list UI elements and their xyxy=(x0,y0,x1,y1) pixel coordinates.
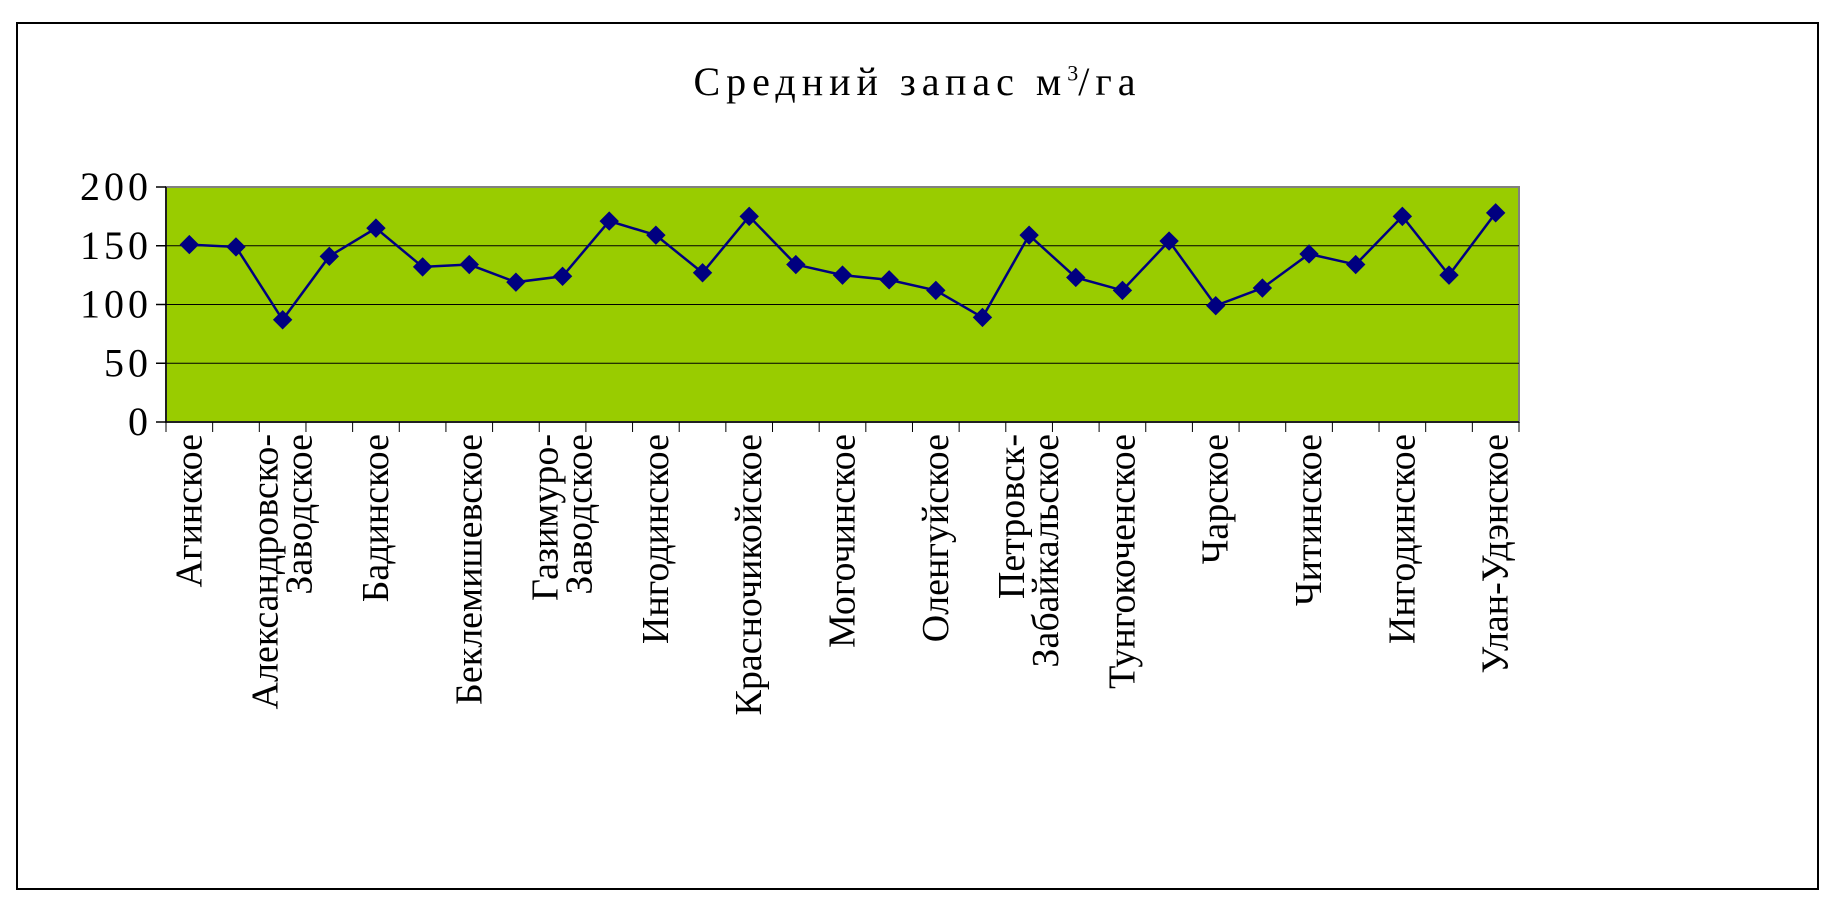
category-label-line: Заводское xyxy=(559,434,601,595)
category-label: Красночикойское xyxy=(728,434,770,715)
data-point-marker xyxy=(786,254,806,275)
category-label: Бадинское xyxy=(355,434,397,602)
gridlines xyxy=(166,245,1519,364)
x-axis-ticks xyxy=(165,422,1520,432)
category-label: Александровско-Заводское xyxy=(245,434,321,709)
category-label: Чарское xyxy=(1195,434,1237,564)
category-label-line: Агинское xyxy=(168,434,210,587)
category-label-line: Тунгокоченское xyxy=(1101,434,1143,689)
data-point-marker xyxy=(226,237,246,257)
category-label: Ингодинское xyxy=(635,434,677,644)
series-markers xyxy=(179,203,1506,330)
data-point-marker xyxy=(1112,280,1133,301)
y-axis-ticks: 200 150 100 50 0 xyxy=(80,164,166,444)
category-label: Газимуро-Заводское xyxy=(525,434,601,601)
y-tick-label: 150 xyxy=(80,223,152,268)
data-point-marker xyxy=(926,280,946,301)
chart-frame xyxy=(16,22,1819,890)
category-label-line: Ингодинское xyxy=(635,434,677,644)
data-point-marker xyxy=(459,254,479,275)
category-label-line: Чарское xyxy=(1195,434,1237,564)
data-point-marker xyxy=(1345,254,1366,275)
category-label-line: Заводское xyxy=(279,434,321,595)
data-point-marker xyxy=(412,257,433,277)
data-point-marker xyxy=(366,218,386,238)
category-label: Могочинское xyxy=(822,434,864,648)
data-point-marker xyxy=(1159,231,1179,251)
category-label-line: Бадинское xyxy=(355,434,397,602)
category-label: Улан-Удэнское xyxy=(1475,434,1517,674)
category-label-line: Оленгуйское xyxy=(915,434,957,642)
data-point-marker xyxy=(1252,278,1273,298)
category-label: Ингодинское xyxy=(1381,434,1423,644)
category-label: Тунгокоченское xyxy=(1101,434,1143,689)
category-label: Читинское xyxy=(1288,434,1330,606)
category-label-line: Беклемишевское xyxy=(448,434,490,705)
data-point-marker xyxy=(552,266,573,287)
category-label-line: Улан-Удэнское xyxy=(1475,434,1517,674)
category-label-line: Ингодинское xyxy=(1381,434,1423,644)
data-point-marker xyxy=(1299,244,1319,264)
data-point-marker xyxy=(646,225,666,245)
data-point-marker xyxy=(599,211,619,231)
category-label-line: Могочинское xyxy=(822,434,864,648)
category-label-line: Красночикойское xyxy=(728,434,770,715)
category-label: Оленгуйское xyxy=(915,434,957,642)
data-point-marker xyxy=(506,272,526,292)
category-label: Петровск-Забайкальское xyxy=(991,434,1067,668)
category-label-line: Александровско- xyxy=(245,434,287,709)
y-tick-label: 100 xyxy=(80,282,152,327)
data-point-marker xyxy=(179,234,200,255)
y-tick-label: 0 xyxy=(128,399,152,444)
y-tick-label: 200 xyxy=(80,164,152,209)
data-point-marker xyxy=(692,263,713,283)
data-point-marker xyxy=(1392,206,1413,227)
data-point-marker xyxy=(879,270,899,290)
data-point-marker xyxy=(1485,203,1506,223)
category-label-line: Забайкальское xyxy=(1025,434,1067,668)
category-label: Беклемишевское xyxy=(448,434,490,705)
category-label-line: Петровск- xyxy=(991,434,1033,599)
data-point-marker xyxy=(272,310,293,330)
data-point-marker xyxy=(1206,295,1226,316)
data-point-marker xyxy=(319,246,340,267)
category-label-line: Газимуро- xyxy=(525,434,567,601)
data-point-marker xyxy=(1439,265,1459,285)
category-label: Агинское xyxy=(168,434,210,587)
data-point-marker xyxy=(972,307,993,328)
chart-title: Средний запас м3/га xyxy=(693,59,1142,104)
data-point-marker xyxy=(739,206,759,227)
data-point-marker xyxy=(832,265,853,285)
category-label-line: Читинское xyxy=(1288,434,1330,606)
data-point-marker xyxy=(1019,225,1039,245)
category-labels: Агинское Александровско-Заводское Бадинско… xyxy=(168,434,1516,715)
data-point-marker xyxy=(1066,267,1086,288)
y-tick-label: 50 xyxy=(104,340,152,385)
